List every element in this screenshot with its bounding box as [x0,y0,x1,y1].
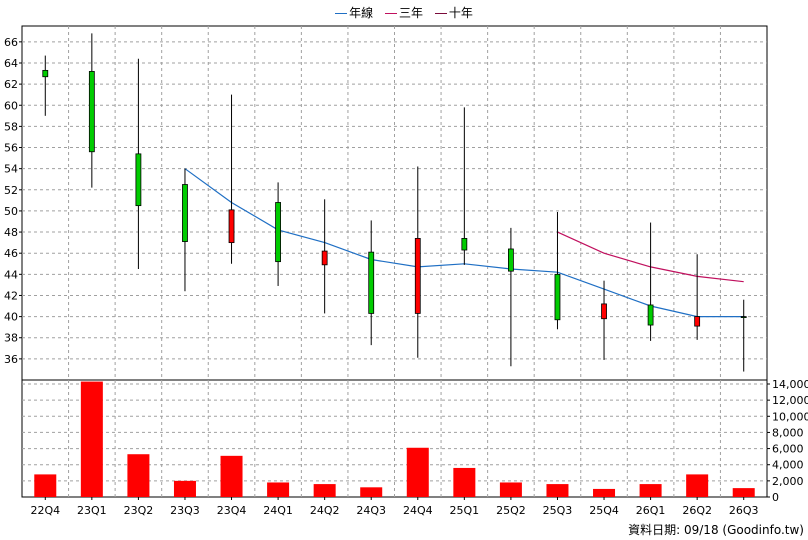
candle-body [42,69,49,78]
candle-body [740,316,747,318]
candle-body [135,153,142,207]
volume-bar [173,480,196,497]
legend-swatch-icon [384,13,397,14]
price-tick-label: 42 [4,289,18,302]
price-tick-label: 58 [4,120,18,133]
price-tick-label: 36 [4,353,18,366]
candle-body [601,303,607,320]
x-tick-label: 23Q3 [170,504,200,517]
candle-body [694,316,701,327]
candle-body [508,248,514,272]
volume-panel: 0 2,000 4,000 6,000 8,000 10,000 12,000 14,000 [21,378,808,504]
candle-body [554,273,561,321]
candle-body [275,202,281,263]
price-tick-label: 64 [4,57,18,70]
x-tick-label: 24Q4 [403,504,433,517]
volume-bar [127,454,150,497]
x-tick-label: 24Q1 [263,504,293,517]
source-note: 資料日期: 09/18 (Goodinfo.tw) [628,523,804,537]
x-tick-label: 22Q4 [30,504,60,517]
legend-label: 三年 [398,6,423,20]
x-tick-label: 23Q2 [124,504,154,517]
volume-tick-label: 14,000 [772,378,808,391]
volume-bar [313,484,336,497]
volume-bar [453,467,476,497]
candle-body [461,237,468,251]
candle-body [414,237,421,314]
volume-bar [732,488,755,497]
legend-item-annual: 年線 [335,4,373,21]
volume-bar [406,447,429,497]
price-tick-label: 44 [4,268,18,281]
candle-body [228,209,235,244]
price-tick-label: 62 [4,78,18,91]
volume-tick-label: 0 [772,491,779,504]
x-axis: 22Q4 23Q1 23Q2 23Q3 23Q4 24Q1 24Q2 24Q3 24Q4 25Q1… [30,497,759,517]
x-tick-label: 26Q3 [729,504,759,517]
price-tick-label: 54 [4,163,18,176]
volume-bar [220,455,243,497]
volume-tick-label: 2,000 [772,475,804,488]
x-tick-label: 25Q2 [496,504,526,517]
x-tick-label: 26Q1 [636,504,666,517]
candle-body [647,304,654,326]
price-tick-label: 60 [4,99,18,112]
volume-bar [267,482,290,497]
candle-body [182,184,188,242]
price-panel: 36 38 40 42 44 46 48 50 52 54 56 58 60 62 64 66 [4,25,768,381]
volume-bar [80,381,103,497]
x-tick-label: 23Q1 [77,504,107,517]
volume-bar [639,484,662,497]
x-tick-label: 24Q2 [310,504,340,517]
price-tick-label: 48 [4,226,18,239]
volume-bar [360,487,383,497]
price-tick-label: 56 [4,142,18,155]
legend-swatch-icon [434,13,447,14]
x-tick-label: 25Q1 [450,504,480,517]
legend-label: 年線 [349,6,374,20]
price-tick-label: 50 [4,205,18,218]
legend-label: 十年 [448,6,473,20]
candle-body [368,251,375,314]
volume-bar [34,474,57,497]
legend-swatch-icon [335,13,348,14]
legend: 年線 三年 十年 [0,4,808,21]
x-tick-label: 23Q4 [217,504,247,517]
legend-item-ten-year: 十年 [434,4,473,21]
volume-bar [546,484,569,497]
x-tick-label: 25Q4 [589,504,619,517]
x-tick-label: 26Q2 [682,504,712,517]
price-tick-label: 38 [4,332,18,345]
candle-body [321,250,328,266]
volume-tick-label: 12,000 [772,394,808,407]
volume-bar [593,488,616,497]
price-tick-label: 40 [4,311,18,324]
legend-item-three-year: 三年 [384,4,423,21]
volume-tick-label: 6,000 [772,443,804,456]
volume-tick-label: 10,000 [772,410,808,423]
x-tick-label: 25Q3 [543,504,573,517]
candle-body [88,71,95,153]
price-tick-label: 52 [4,184,18,197]
price-tick-label: 46 [4,247,18,260]
volume-tick-label: 4,000 [772,459,804,472]
price-tick-label: 66 [4,36,18,49]
volume-bar [499,482,522,497]
volume-tick-label: 8,000 [772,426,804,439]
volume-bar [686,474,709,497]
x-tick-label: 24Q3 [356,504,386,517]
